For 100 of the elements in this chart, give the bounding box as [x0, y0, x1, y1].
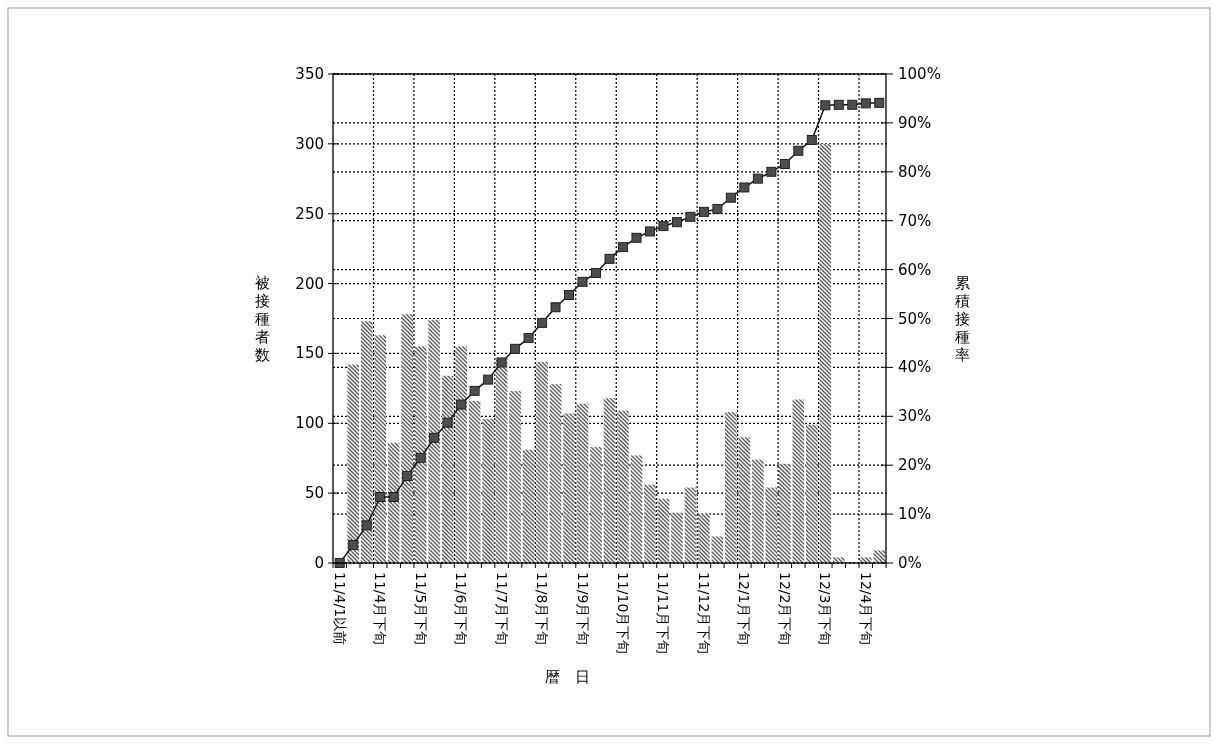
y2-tick-label: 0% [898, 554, 922, 572]
bar [738, 437, 751, 563]
y2-tick-label: 20% [898, 456, 932, 475]
bar [549, 384, 562, 563]
point [685, 211, 696, 222]
bar [819, 143, 832, 563]
point [604, 253, 615, 264]
y-tick-label: 150 [295, 344, 324, 363]
point [402, 470, 413, 481]
point [833, 99, 844, 110]
bar [671, 512, 683, 563]
y-tick-label: 0 [314, 554, 324, 572]
bar [374, 335, 387, 563]
x-tick-label: 11/12月下旬 [695, 572, 712, 655]
point [779, 158, 790, 169]
bar [347, 364, 360, 563]
x-tick-label: 11/8月下旬 [534, 572, 551, 646]
y-tick-label: 50 [304, 484, 324, 503]
bar [482, 419, 494, 563]
x-tick-label: 11/11月下旬 [655, 572, 672, 655]
bar [725, 412, 737, 563]
x-tick-label: 11/10月下旬 [614, 572, 631, 655]
point [496, 357, 507, 368]
bar [455, 346, 467, 563]
bar [441, 375, 454, 563]
point [847, 99, 858, 110]
y2-tick-label: 30% [898, 407, 932, 426]
y-tick-label: 350 [295, 65, 324, 83]
y2-tick-label: 90% [898, 113, 932, 132]
point [860, 98, 871, 109]
bar [765, 487, 778, 563]
bar [711, 536, 724, 563]
point [537, 317, 548, 328]
point [712, 203, 723, 214]
bar [428, 319, 440, 563]
x-tick-label: 11/9月下旬 [574, 572, 591, 646]
point [793, 145, 804, 156]
point [429, 432, 440, 443]
point [698, 206, 709, 217]
bar [401, 314, 413, 563]
y-axis-title: 被接種者数 [254, 273, 270, 364]
point [631, 232, 642, 243]
x-tick-label: 12/3月下旬 [817, 572, 834, 646]
point [766, 166, 777, 177]
point [456, 399, 467, 410]
bar [684, 487, 697, 563]
point [820, 100, 831, 111]
point [591, 268, 602, 279]
bar [698, 514, 710, 563]
y-tick-label: 250 [295, 204, 324, 223]
y2-axis-title: 累積接種率 [954, 273, 970, 364]
point [644, 226, 655, 237]
point [415, 452, 426, 463]
y-tick-label: 200 [295, 274, 324, 293]
point [564, 290, 575, 301]
point [739, 182, 750, 193]
y2-tick-label: 10% [898, 505, 932, 524]
y-tick-label: 300 [295, 134, 324, 153]
bar [792, 399, 805, 563]
y2-tick-label: 70% [898, 211, 932, 230]
bar [806, 424, 818, 563]
bar [509, 391, 521, 563]
bar [387, 442, 400, 563]
point [388, 491, 399, 502]
point [550, 302, 561, 313]
bar [590, 447, 602, 563]
point [806, 135, 817, 146]
x-tick-label: 12/2月下旬 [776, 572, 793, 646]
point [483, 374, 494, 385]
x-tick-label: 11/7月下旬 [493, 572, 510, 646]
x-tick-label: 11/4月下旬 [372, 572, 389, 646]
x-tick-label: 12/1月下旬 [736, 572, 753, 646]
bar [563, 413, 575, 563]
bar [832, 557, 845, 563]
bar [603, 398, 616, 563]
bar [617, 410, 629, 563]
bar [468, 400, 481, 563]
point [442, 417, 453, 428]
point [658, 221, 669, 232]
x-axis-title: 暦 日 [544, 668, 590, 686]
point [577, 276, 588, 287]
point [510, 343, 521, 354]
bar [873, 550, 886, 563]
bar [630, 455, 643, 563]
y-tick-label: 100 [295, 414, 324, 433]
point [874, 97, 885, 108]
y2-tick-label: 80% [898, 162, 932, 181]
point [469, 385, 480, 396]
point [752, 173, 763, 184]
bar [859, 557, 872, 563]
y2-tick-label: 100% [898, 65, 941, 83]
x-tick-label: 11/5月下旬 [412, 572, 429, 646]
x-tick-label: 11/4/1以前 [331, 572, 348, 646]
bar [779, 463, 791, 563]
bar [414, 346, 427, 563]
bar [522, 449, 535, 563]
point [348, 539, 359, 550]
bar [657, 498, 670, 563]
y2-tick-label: 50% [898, 309, 932, 328]
bar [536, 361, 548, 563]
